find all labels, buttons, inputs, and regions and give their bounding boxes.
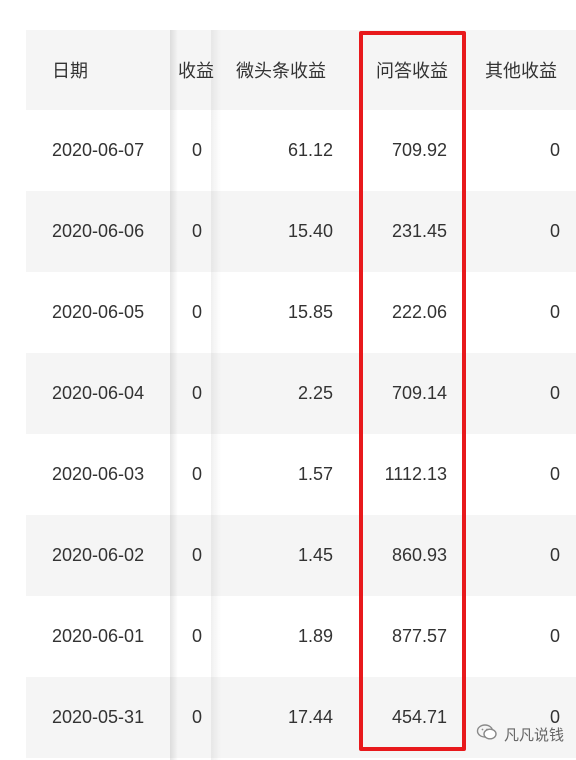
table-header: 日期 收益 微头条收益 问答收益 其他收益 <box>26 30 576 110</box>
table-row[interactable]: 2020-06-06 0 15.40 231.45 0 <box>26 191 576 272</box>
cell-other: 0 <box>549 707 560 727</box>
cell-date: 2020-06-06 <box>52 221 145 241</box>
cell-other: 0 <box>549 302 560 322</box>
cell-wenda: 454.71 <box>391 707 447 727</box>
table-row[interactable]: 2020-05-31 0 17.44 454.71 0 <box>26 677 576 758</box>
cell-wenda: 1112.13 <box>384 464 447 484</box>
cell-col2: 0 <box>191 545 202 565</box>
cell-date: 2020-06-02 <box>52 545 145 565</box>
cell-wenda: 222.06 <box>391 302 447 322</box>
cell-other: 0 <box>549 626 560 646</box>
cell-weitoutiao: 15.40 <box>287 221 333 241</box>
cell-wenda: 860.93 <box>391 545 447 565</box>
header-col2[interactable]: 收益 <box>174 30 218 110</box>
cell-date: 2020-06-07 <box>26 110 174 191</box>
cell-weitoutiao: 17.44 <box>287 707 333 727</box>
table-row[interactable]: 2020-06-05 0 15.85 222.06 0 <box>26 272 576 353</box>
header-wenda[interactable]: 问答收益 <box>376 61 448 81</box>
table-row[interactable]: 2020-06-07 0 61.12 709.92 0 <box>26 110 576 191</box>
watermark-text: 凡凡说钱 <box>504 726 565 744</box>
cell-col2: 0 <box>191 221 202 241</box>
cell-weitoutiao: 1.57 <box>297 464 333 484</box>
table-row[interactable]: 2020-06-01 0 1.89 877.57 0 <box>26 596 576 677</box>
header-date[interactable]: 日期 <box>52 61 88 81</box>
cell-date: 2020-06-04 <box>52 383 145 403</box>
cell-wenda: 231.45 <box>391 221 447 241</box>
cell-date: 2020-06-05 <box>26 272 174 353</box>
cell-weitoutiao: 61.12 <box>287 140 333 160</box>
cell-other: 0 <box>549 383 560 403</box>
cell-wenda: 709.14 <box>391 383 447 403</box>
cell-other: 0 <box>549 140 560 160</box>
header-other[interactable]: 其他收益 <box>485 61 557 81</box>
cell-date: 2020-05-31 <box>52 707 145 727</box>
cell-col2: 0 <box>191 707 202 727</box>
cell-weitoutiao: 1.89 <box>297 626 333 646</box>
cell-other: 0 <box>549 221 560 241</box>
header-weitoutiao[interactable]: 微头条收益 <box>236 61 326 81</box>
cell-col2: 0 <box>191 626 202 646</box>
cell-other: 0 <box>549 545 560 565</box>
cell-weitoutiao: 1.45 <box>297 545 333 565</box>
earnings-table: 日期 收益 微头条收益 问答收益 其他收益 2020-06-07 0 61.12 70… <box>26 30 576 760</box>
cell-col2: 0 <box>191 464 202 484</box>
cell-date: 2020-06-01 <box>26 596 174 677</box>
cell-col2: 0 <box>191 140 202 160</box>
cell-weitoutiao: 2.25 <box>297 383 333 403</box>
cell-col2: 0 <box>191 383 202 403</box>
cell-col2: 0 <box>191 302 202 322</box>
cell-wenda: 709.92 <box>391 140 447 160</box>
header-col2-label: 收益 <box>178 61 214 81</box>
watermark: 凡凡说钱 <box>476 722 564 746</box>
cell-weitoutiao: 15.85 <box>287 302 333 322</box>
cell-other: 0 <box>549 464 560 484</box>
cell-date: 2020-06-03 <box>26 434 174 515</box>
table-row[interactable]: 2020-06-03 0 1.57 1112.13 0 <box>26 434 576 515</box>
cell-wenda: 877.57 <box>391 626 447 646</box>
table-row[interactable]: 2020-06-04 0 2.25 709.14 0 <box>26 353 576 434</box>
table-row[interactable]: 2020-06-02 0 1.45 860.93 0 <box>26 515 576 596</box>
wechat-bubble-icon <box>476 723 498 745</box>
